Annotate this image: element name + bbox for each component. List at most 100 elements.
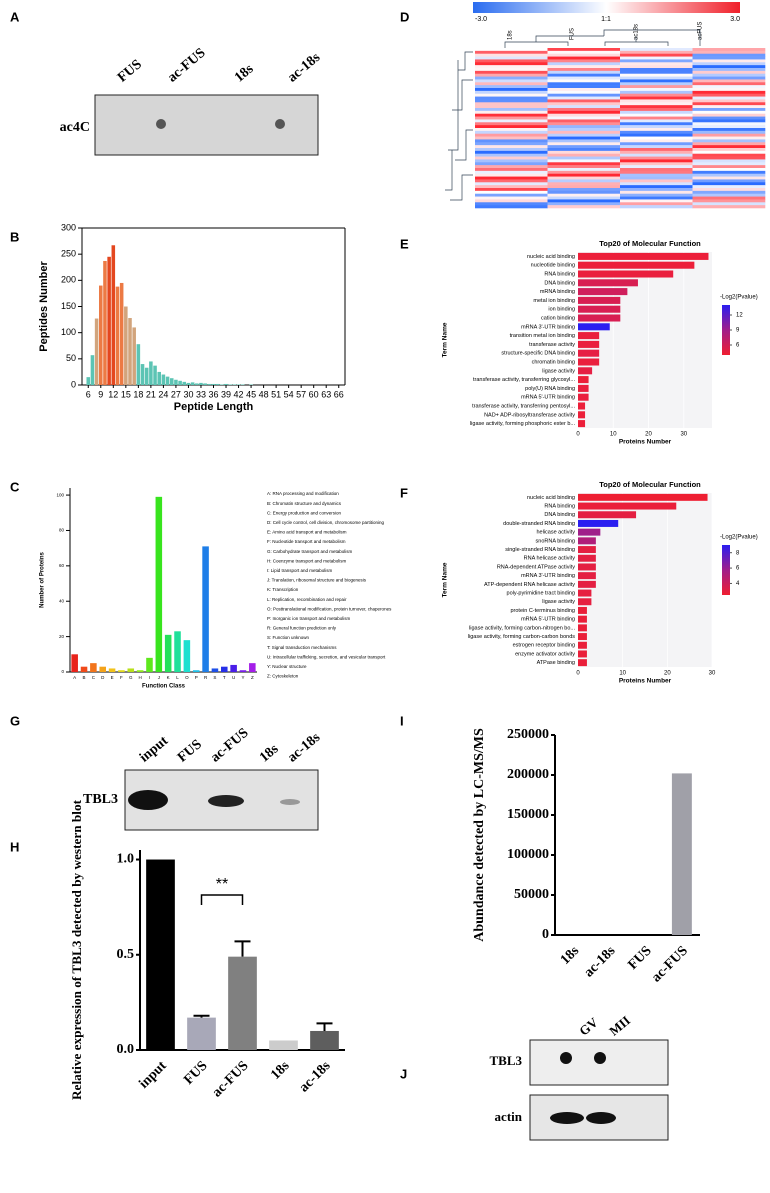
y-tick-label: double-stranded RNA binding [503,521,575,527]
bar [269,1040,298,1050]
x-tick-label: 20 [645,432,652,438]
x-tick-label: ac-18s [581,943,618,980]
bar [146,657,153,672]
heatmap-cell [620,176,693,180]
bar [149,361,153,385]
bar [220,384,224,385]
legend-entry: B: Chromatin structure and dynamics [267,501,342,506]
heatmap-cell [620,56,693,60]
x-axis-label: Function Class [142,684,186,690]
panel-label: H [10,839,19,854]
heatmap-cell [475,59,548,63]
bar [578,624,587,632]
heatmap-cell [692,188,766,192]
heatmap-cell [620,96,693,100]
bar [249,384,253,385]
bar [578,411,586,419]
panel-label: I [400,713,404,728]
heatmap-cell [692,116,766,120]
heatmap-cell [475,110,548,115]
bar [115,286,120,385]
y-tick-label: 150 [61,301,76,311]
heatmap-cell [475,82,548,86]
bar [165,376,170,385]
y-axis-label: Term Name [442,562,449,597]
heatmap-cell [620,170,693,175]
heatmap-cell [475,133,548,137]
x-tick-label: P [195,675,198,680]
bar [211,383,216,385]
legend-entry: L: Replication, recombination and repair [267,597,347,602]
bar [578,511,637,519]
lane-label: 18s [232,61,257,85]
heatmap-cell [692,99,766,103]
bar [90,663,97,672]
dendrogram [504,29,701,48]
bar [578,279,638,287]
heatmap-cell [692,145,766,149]
heatmap-cell [547,145,621,149]
x-tick-label: Z [251,675,254,680]
heatmap-cell [547,102,621,106]
bar [578,340,600,348]
panel-label: E [400,236,409,251]
scale-label: 3.0 [730,16,740,23]
x-tick-label: E [111,675,114,680]
heatmap-cell [620,105,693,109]
x-tick-label: 18s [268,1058,293,1083]
y-tick-label: 0 [542,927,549,942]
bar [108,668,116,672]
x-tick-label: T [223,675,226,680]
x-tick-label: 66 [334,389,344,399]
legend-entry: H: Coenzyme transport and metabolism [267,558,347,563]
heatmap-cell [620,168,693,172]
colorbar-tick-label: 6 [736,566,740,572]
x-tick-label: 30 [709,671,716,677]
chart-title: Top20 of Molecular Function [599,239,701,248]
heatmap-cell [692,179,766,183]
heatmap-cell [547,159,621,163]
y-tick-label: 1.0 [117,852,135,867]
heatmap-cell [692,150,766,155]
heatmap-cell [692,102,766,106]
heatmap-cell [620,182,693,186]
heatmap-cell [692,76,766,80]
heatmap-cell [620,122,693,126]
x-tick-label: S [213,675,216,680]
x-tick-label: input [136,1058,169,1091]
bar [132,327,136,385]
y-tick-label: DNA binding [544,512,575,518]
heatmap-cell [547,48,621,52]
heatmap-cell [620,110,693,115]
y-tick-label: enzyme activator activity [515,651,575,657]
bar [161,374,166,385]
heatmap-cell [620,148,693,152]
y-tick-label: NAD+ ADP-ribosyltransferase activity [484,412,575,418]
heatmap-cell [475,202,548,206]
y-tick-label: 50000 [514,887,549,902]
annotation: ** [216,876,228,893]
heatmap-cell [692,110,766,115]
y-tick-label: protein C-terminus binding [510,608,575,614]
heatmap-cell [475,85,548,89]
heatmap-cell [475,179,548,183]
heatmap-cell [692,130,766,135]
heatmap-cell [692,122,766,126]
heatmap-cell [547,65,621,69]
bar [578,493,708,501]
x-tick-label: 33 [196,389,206,399]
heatmap-cell [475,125,548,129]
x-tick-label: D [101,675,105,680]
heatmap-cell [620,199,693,203]
bar [80,666,88,672]
heatmap-cell [692,133,766,137]
error-bar [234,940,251,957]
bar [578,598,592,606]
x-tick-label: B [83,675,86,680]
heatmap-cell [475,156,548,160]
bar [186,382,191,385]
bar [136,344,141,385]
heatmap-cell [475,150,548,155]
heatmap-cell [547,133,621,137]
heatmap-cell [547,105,621,109]
